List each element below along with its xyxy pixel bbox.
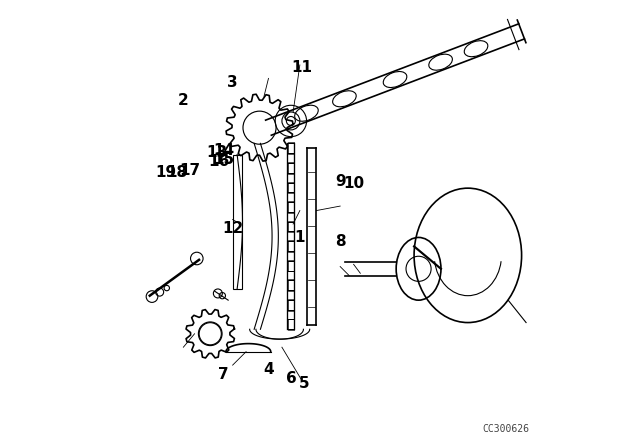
Text: 6: 6 — [285, 371, 296, 386]
Text: 7: 7 — [218, 366, 229, 382]
Text: 1: 1 — [294, 230, 305, 245]
Text: 2: 2 — [178, 93, 189, 108]
Text: 19: 19 — [155, 165, 176, 180]
Text: 4: 4 — [263, 362, 274, 377]
Text: CC300626: CC300626 — [483, 424, 529, 434]
Text: 12: 12 — [222, 221, 243, 236]
Text: 15: 15 — [213, 151, 234, 167]
Text: 17: 17 — [179, 163, 201, 178]
Text: 13: 13 — [206, 145, 228, 160]
Text: 3: 3 — [227, 75, 238, 90]
Text: 8: 8 — [335, 234, 346, 250]
Text: 10: 10 — [343, 176, 364, 191]
Text: 11: 11 — [292, 60, 312, 75]
Text: 5: 5 — [299, 375, 310, 391]
Text: 18: 18 — [166, 165, 188, 180]
Text: 9: 9 — [335, 174, 346, 189]
Text: 14: 14 — [213, 142, 234, 158]
Text: 16: 16 — [209, 154, 230, 169]
